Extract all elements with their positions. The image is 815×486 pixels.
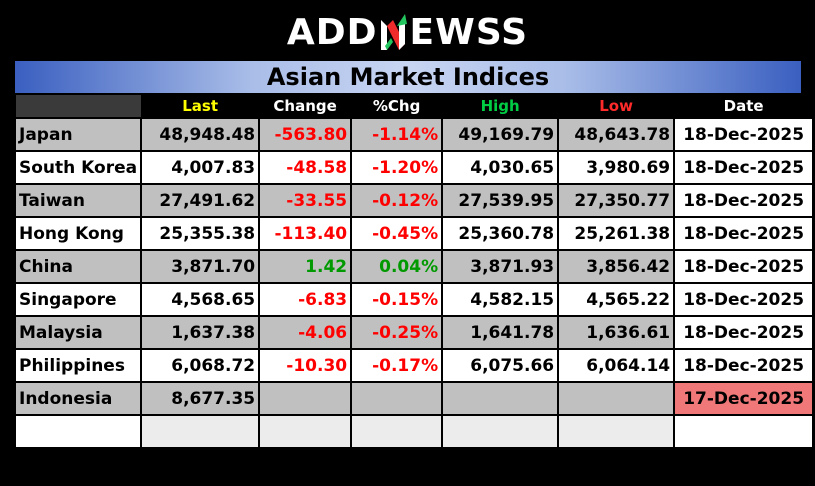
cell-date: 18-Dec-2025 xyxy=(673,315,815,350)
cell-low: 3,856.42 xyxy=(557,249,676,284)
empty-cell xyxy=(557,414,676,449)
cell-pct: -0.25% xyxy=(350,315,444,350)
cell-low: 4,565.22 xyxy=(557,282,676,317)
cell-date: 18-Dec-2025 xyxy=(673,117,815,152)
cell-pct: -1.20% xyxy=(350,150,444,185)
cell-high: 4,030.65 xyxy=(441,150,560,185)
empty-cell xyxy=(350,414,444,449)
cell-change: -4.06 xyxy=(258,315,353,350)
header-date: Date xyxy=(673,94,814,119)
cell-date: 18-Dec-2025 xyxy=(673,183,815,218)
cell-low: 1,636.61 xyxy=(557,315,676,350)
empty-cell xyxy=(673,414,815,449)
cell-change xyxy=(258,381,353,416)
cell-change: -48.58 xyxy=(258,150,353,185)
header-low: Low xyxy=(557,94,675,119)
cell-last: 25,355.38 xyxy=(140,216,261,251)
table-row: China 3,871.70 1.42 0.04% 3,871.93 3,856.42 18… xyxy=(13,249,815,284)
cell-last: 3,871.70 xyxy=(140,249,261,284)
cell-high: 6,075.66 xyxy=(441,348,560,383)
cell-name: Indonesia xyxy=(13,381,143,416)
cell-pct: -0.12% xyxy=(350,183,444,218)
cell-date: 18-Dec-2025 xyxy=(673,282,815,317)
cell-name: Malaysia xyxy=(13,315,143,350)
market-indices-table: Last Change %Chg High Low Date Japan 48,9… xyxy=(13,94,815,449)
header-row: Last Change %Chg High Low Date xyxy=(14,94,814,119)
table-row: Hong Kong 25,355.38 -113.40 -0.45% 25,360.78… xyxy=(13,216,815,251)
cell-pct: 0.04% xyxy=(350,249,444,284)
cell-change: -6.83 xyxy=(258,282,353,317)
empty-cell xyxy=(258,414,353,449)
n-arrow-logo-icon xyxy=(380,14,407,50)
cell-high: 4,582.15 xyxy=(441,282,560,317)
cell-pct xyxy=(350,381,444,416)
logo-text-left: ADD xyxy=(286,11,378,53)
cell-name: Singapore xyxy=(13,282,143,317)
cell-date: 18-Dec-2025 xyxy=(673,216,815,251)
cell-high: 1,641.78 xyxy=(441,315,560,350)
cell-low: 27,350.77 xyxy=(557,183,676,218)
cell-high: 25,360.78 xyxy=(441,216,560,251)
cell-low: 48,643.78 xyxy=(557,117,676,152)
cell-low: 25,261.38 xyxy=(557,216,676,251)
empty-row xyxy=(13,414,815,449)
cell-change: -33.55 xyxy=(258,183,353,218)
cell-last: 48,948.48 xyxy=(140,117,261,152)
table-row: Malaysia 1,637.38 -4.06 -0.25% 1,641.78 1,636… xyxy=(13,315,815,350)
cell-name: Philippines xyxy=(13,348,143,383)
empty-cell xyxy=(13,414,143,449)
header-market xyxy=(14,94,142,119)
cell-low xyxy=(557,381,676,416)
header-pct-change: %Chg xyxy=(350,94,443,119)
cell-date: 18-Dec-2025 xyxy=(673,348,815,383)
cell-low: 6,064.14 xyxy=(557,348,676,383)
cell-name: Japan xyxy=(13,117,143,152)
empty-cell xyxy=(441,414,560,449)
cell-name: Taiwan xyxy=(13,183,143,218)
cell-date: 18-Dec-2025 xyxy=(673,249,815,284)
header-change: Change xyxy=(258,94,352,119)
cell-high: 49,169.79 xyxy=(441,117,560,152)
empty-cell xyxy=(140,414,261,449)
cell-last: 1,637.38 xyxy=(140,315,261,350)
cell-last: 4,568.65 xyxy=(140,282,261,317)
header-last: Last xyxy=(140,94,260,119)
table-row: Singapore 4,568.65 -6.83 -0.15% 4,582.15 4,56… xyxy=(13,282,815,317)
table-title: Asian Market Indices xyxy=(15,61,801,93)
cell-last: 6,068.72 xyxy=(140,348,261,383)
cell-pct: -1.14% xyxy=(350,117,444,152)
cell-last: 4,007.83 xyxy=(140,150,261,185)
cell-pct: -0.17% xyxy=(350,348,444,383)
cell-last: 27,491.62 xyxy=(140,183,261,218)
cell-change: -10.30 xyxy=(258,348,353,383)
logo-text-right: EWSS xyxy=(409,11,529,53)
cell-change: -113.40 xyxy=(258,216,353,251)
cell-low: 3,980.69 xyxy=(557,150,676,185)
cell-name: South Korea xyxy=(13,150,143,185)
cell-change: -563.80 xyxy=(258,117,353,152)
addnewss-logo: ADD EWSS xyxy=(0,6,815,58)
cell-last: 8,677.35 xyxy=(140,381,261,416)
table-row: South Korea 4,007.83 -48.58 -1.20% 4,030.65 3… xyxy=(13,150,815,185)
cell-pct: -0.15% xyxy=(350,282,444,317)
table-row: Indonesia 8,677.35 17-Dec-2025 xyxy=(13,381,815,416)
cell-name: China xyxy=(13,249,143,284)
cell-date: 17-Dec-2025 xyxy=(673,381,815,416)
table-row: Taiwan 27,491.62 -33.55 -0.12% 27,539.95 27,3… xyxy=(13,183,815,218)
cell-high: 3,871.93 xyxy=(441,249,560,284)
cell-date: 18-Dec-2025 xyxy=(673,150,815,185)
cell-change: 1.42 xyxy=(258,249,353,284)
cell-high xyxy=(441,381,560,416)
cell-high: 27,539.95 xyxy=(441,183,560,218)
table-row: Philippines 6,068.72 -10.30 -0.17% 6,075.66 6… xyxy=(13,348,815,383)
cell-name: Hong Kong xyxy=(13,216,143,251)
header-high: High xyxy=(441,94,559,119)
cell-pct: -0.45% xyxy=(350,216,444,251)
table-row: Japan 48,948.48 -563.80 -1.14% 49,169.79 48,6… xyxy=(13,117,815,152)
